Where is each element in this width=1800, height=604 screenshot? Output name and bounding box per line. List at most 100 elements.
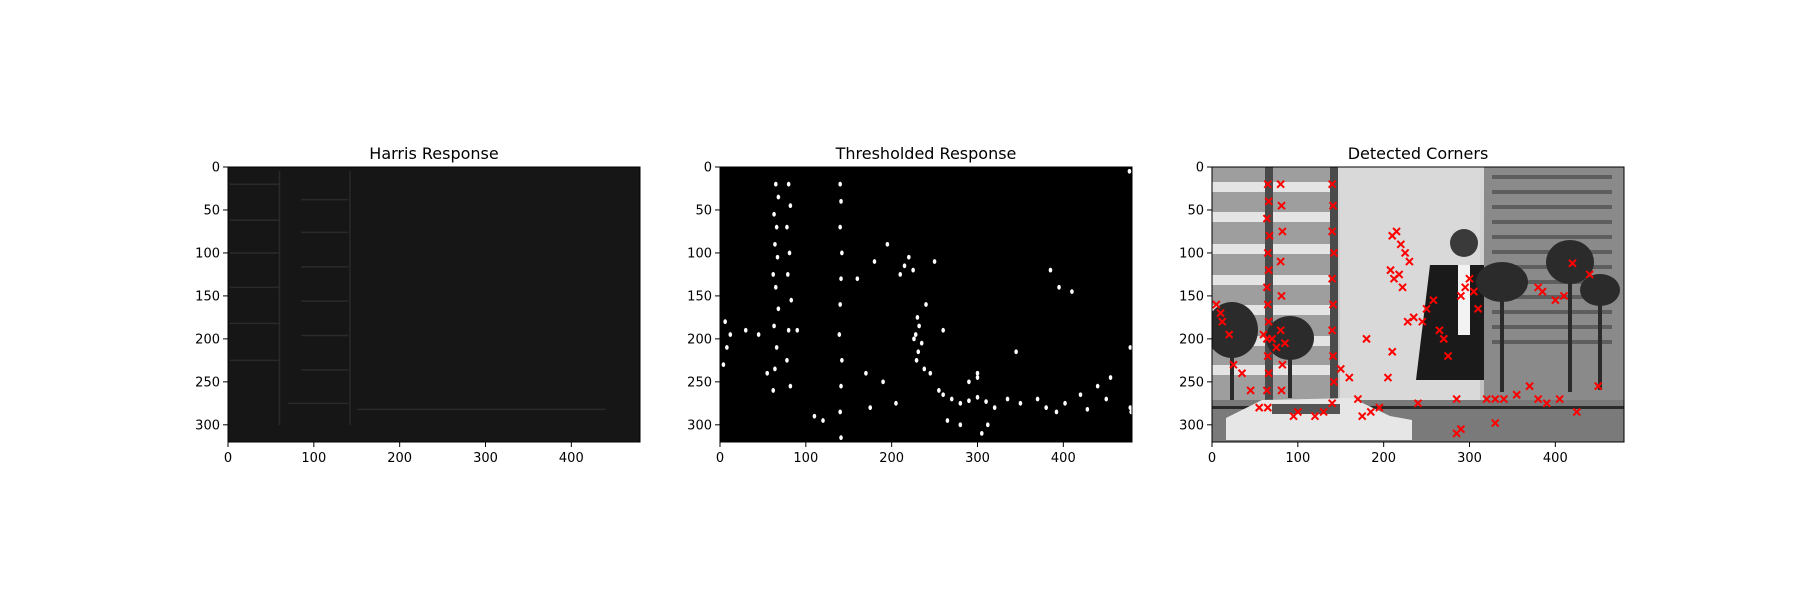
corner-marker <box>1491 394 1500 404</box>
threshold-point <box>773 181 778 187</box>
corner-marker <box>1276 326 1285 335</box>
threshold-point <box>986 422 990 428</box>
threshold-point <box>967 379 971 385</box>
corner-marker <box>1263 248 1272 258</box>
threshold-point <box>788 383 793 389</box>
x-tick-label: 0 <box>1208 451 1216 466</box>
y-tick-label: 100 <box>687 246 712 261</box>
corner-marker <box>1400 248 1410 258</box>
corner-marker <box>1461 283 1470 292</box>
corner-marker <box>1327 399 1337 408</box>
corner-marker <box>1262 214 1272 223</box>
y-tick-label: 300 <box>195 418 220 433</box>
threshold-point <box>932 259 937 264</box>
threshold-point <box>1035 396 1040 402</box>
threshold-point <box>922 366 927 372</box>
threshold-point <box>1018 400 1023 406</box>
corner-marker <box>1224 330 1234 339</box>
corner-markers <box>1212 179 1603 438</box>
corner-marker <box>1469 287 1478 296</box>
threshold-point <box>838 302 842 307</box>
corner-marker <box>1388 347 1397 356</box>
threshold-point <box>785 357 789 363</box>
corner-marker <box>1362 334 1371 344</box>
threshold-point <box>728 332 733 337</box>
threshold-point <box>1063 400 1067 406</box>
corner-marker <box>1551 295 1560 305</box>
corner-marker <box>1435 326 1444 335</box>
x-tick-label: 100 <box>1285 451 1310 466</box>
threshold-point <box>975 370 980 376</box>
threshold-point <box>945 418 950 423</box>
corner-marker <box>1212 300 1221 309</box>
corner-marker <box>1392 227 1401 236</box>
x-tick-label: 0 <box>716 451 724 466</box>
corner-marker <box>1375 403 1384 412</box>
poster-figure-head <box>1450 229 1478 257</box>
threshold-point <box>941 327 945 333</box>
threshold-point <box>1127 168 1132 174</box>
corner-marker <box>1512 390 1521 399</box>
street-line <box>1212 406 1624 409</box>
threshold-point <box>958 422 963 428</box>
threshold-point <box>949 396 954 402</box>
y-tick-label: 0 <box>704 161 712 176</box>
threshold-point <box>855 276 860 282</box>
y-tick-label: 200 <box>195 332 220 347</box>
threshold-point <box>756 332 761 337</box>
threshold-point <box>1129 409 1132 415</box>
x-tick-label: 400 <box>559 451 584 466</box>
corner-marker <box>1572 407 1581 417</box>
corner-marker <box>1386 265 1395 275</box>
corner-marker <box>1263 351 1272 361</box>
corner-marker <box>1310 412 1320 421</box>
threshold-point <box>1104 396 1109 402</box>
corner-marker <box>1277 201 1286 210</box>
threshold-point <box>913 332 918 337</box>
corner-marker <box>1405 257 1414 266</box>
threshold-point <box>1054 409 1059 415</box>
y-tick-label: 300 <box>1179 418 1204 433</box>
corner-marker <box>1418 317 1427 326</box>
axes-ticks: 0 100 200 300 400 0 50 100 150 200 250 300 <box>195 161 584 467</box>
y-tick-label: 300 <box>687 418 712 433</box>
corner-marker <box>1278 227 1287 236</box>
threshold-point <box>1085 406 1090 412</box>
threshold-point <box>1128 345 1132 350</box>
threshold-point <box>975 394 980 400</box>
threshold-point <box>916 349 921 355</box>
corner-marker <box>1276 179 1285 189</box>
axes-frame <box>227 166 641 443</box>
threshold-point <box>1044 405 1048 411</box>
y-tick-label: 150 <box>195 289 220 304</box>
threshold-point <box>772 211 776 217</box>
threshold-point <box>898 272 903 277</box>
x-tick-label: 100 <box>301 451 326 466</box>
threshold-point <box>914 357 919 363</box>
threshold-point <box>776 306 781 312</box>
axes-frame <box>719 166 1133 443</box>
corner-marker <box>1358 412 1367 421</box>
y-tick-label: 50 <box>203 203 220 218</box>
corner-marker <box>1327 326 1337 335</box>
panel-title: Thresholded Response <box>835 144 1017 163</box>
threshold-point <box>839 435 843 441</box>
corner-marker <box>1403 317 1412 326</box>
corner-marker <box>1327 179 1337 189</box>
threshold-point <box>821 418 825 423</box>
threshold-point <box>917 323 921 329</box>
threshold-point <box>787 250 792 256</box>
threshold-point <box>721 362 726 368</box>
corner-marker <box>1398 283 1407 292</box>
corner-marker <box>1218 317 1227 326</box>
threshold-point <box>902 263 907 269</box>
corner-marker <box>1278 360 1287 369</box>
corner-marker <box>1473 304 1483 314</box>
image-area-background <box>228 167 640 442</box>
threshold-point <box>1095 383 1100 389</box>
corner-marker <box>1264 197 1273 206</box>
y-tick-label: 150 <box>687 289 712 304</box>
corner-marker <box>1568 259 1577 268</box>
corner-marker <box>1262 283 1272 292</box>
